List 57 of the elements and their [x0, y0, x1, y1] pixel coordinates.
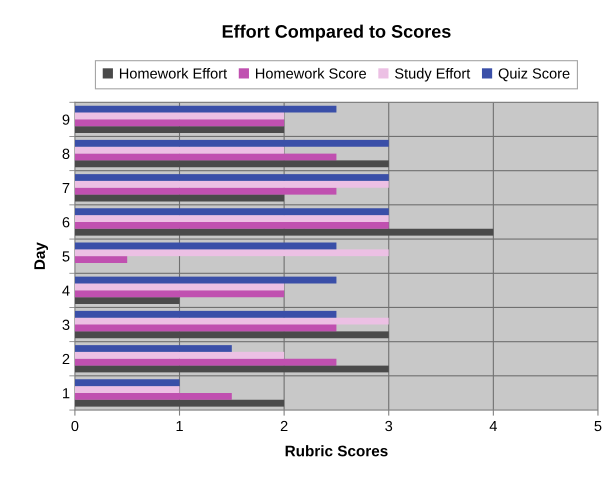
x-tick-label: 3	[385, 420, 392, 432]
x-tick-label: 5	[594, 421, 602, 432]
bar	[74, 188, 336, 195]
y-tick-label: 3	[62, 320, 70, 330]
y-tick-label: 6	[62, 217, 70, 228]
legend-label: Homework Effort	[120, 68, 227, 79]
bar	[74, 180, 389, 188]
bar	[74, 256, 128, 263]
y-tick-label: 7	[62, 183, 70, 194]
bar	[74, 318, 389, 325]
bar	[74, 194, 284, 202]
bar	[74, 106, 336, 113]
bar	[74, 160, 389, 168]
legend-label: Quiz Score	[498, 68, 570, 82]
y-tick-label: 2	[62, 354, 70, 364]
bar	[74, 331, 389, 338]
bar	[74, 345, 232, 352]
bar	[74, 386, 180, 393]
bar	[74, 392, 232, 400]
bar	[74, 366, 389, 372]
y-tick-label: 1	[63, 388, 70, 398]
y-tick-label: 9	[62, 114, 70, 125]
bar	[74, 174, 389, 181]
chart-title: Effort Compared to Scores	[222, 24, 451, 42]
x-tick-label: 2	[280, 420, 288, 432]
x-tick-label: 0	[71, 420, 78, 432]
bar	[74, 400, 284, 407]
y-tick-label: 4	[62, 286, 70, 296]
x-tick-label: 1	[176, 421, 183, 432]
bar	[74, 215, 389, 222]
bar	[74, 310, 336, 318]
bar	[74, 126, 284, 134]
bar	[74, 352, 284, 359]
legend-label: Study Effort	[395, 68, 470, 82]
bar	[74, 146, 284, 154]
bar	[74, 358, 336, 366]
bar	[74, 112, 284, 120]
bar	[74, 242, 336, 250]
bar	[74, 276, 336, 284]
y-tick-label: 5	[62, 251, 70, 262]
legend-label: Homework Score	[256, 68, 366, 79]
y-tick-label: 8	[62, 148, 70, 159]
x-axis-title: Rubric Scores	[286, 445, 388, 456]
bar	[74, 249, 389, 256]
bar	[74, 119, 284, 126]
bar	[74, 290, 284, 298]
bar	[74, 154, 336, 160]
x-tick-label: 4	[490, 421, 497, 432]
bar	[74, 297, 180, 304]
bar	[74, 284, 284, 290]
bar	[74, 324, 336, 332]
bar	[74, 379, 180, 386]
bar	[74, 228, 494, 236]
y-axis-title: Day	[34, 242, 48, 270]
bar	[74, 222, 389, 229]
bar	[74, 140, 389, 147]
bar	[74, 208, 389, 216]
